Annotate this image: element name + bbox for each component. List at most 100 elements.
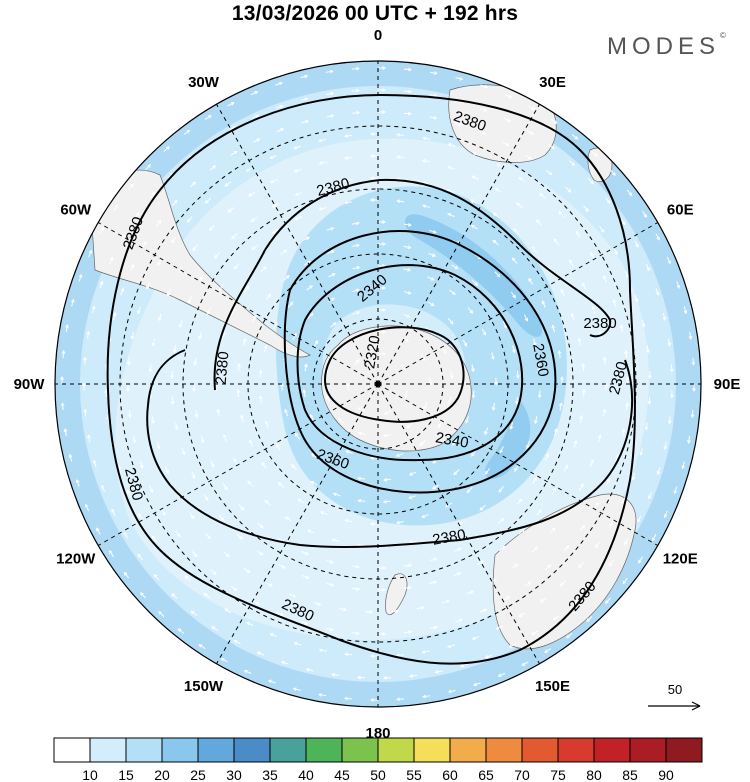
wind-vector <box>306 285 313 291</box>
wind-vector-head <box>585 208 589 212</box>
colorbar-tick-label: 55 <box>406 767 422 782</box>
wind-vector-head <box>470 224 475 229</box>
wind-vector <box>357 544 366 546</box>
wind-vector <box>674 486 678 494</box>
wind-vector-head <box>669 394 674 399</box>
colorbar-tick-label: 40 <box>298 767 314 782</box>
wind-vector <box>123 532 129 539</box>
wind-vector <box>179 320 183 328</box>
wind-vector-head <box>690 414 695 419</box>
wind-vector <box>383 500 391 503</box>
wind-vector <box>344 697 352 700</box>
wind-vector-head <box>446 644 451 649</box>
wind-vector <box>429 377 431 385</box>
wind-vector-head <box>396 199 401 204</box>
wind-vector <box>503 117 511 122</box>
wind-vector <box>540 597 547 603</box>
wind-vector-head <box>438 424 442 428</box>
wind-vector <box>646 345 649 353</box>
wind-vector-head <box>590 252 594 256</box>
wind-vector <box>625 350 628 358</box>
wind-vector <box>346 383 350 391</box>
wind-vector-head <box>294 216 299 221</box>
wind-vector <box>131 331 134 339</box>
wind-vector <box>448 689 456 693</box>
wind-vector-head <box>444 503 449 508</box>
wind-vector <box>325 70 333 73</box>
wind-vector-head <box>407 245 412 250</box>
wind-vector <box>397 698 405 700</box>
wind-vector <box>524 581 531 587</box>
wind-vector <box>451 264 458 270</box>
wind-vector-head <box>382 330 387 334</box>
wind-vector <box>238 504 244 511</box>
wind-vector <box>447 644 455 648</box>
wind-vector-head <box>344 652 349 657</box>
wind-vector-head <box>647 401 652 405</box>
wind-vector <box>172 200 178 207</box>
wind-vector <box>516 396 518 404</box>
wind-vector-head <box>447 165 452 170</box>
wind-vector-head <box>214 255 218 259</box>
wind-vector <box>78 274 82 282</box>
wind-vector-head <box>148 368 153 373</box>
wind-vector-head <box>293 641 298 646</box>
wind-vector-head <box>602 274 607 279</box>
wind-vector-head <box>165 470 169 475</box>
wind-vector <box>173 345 177 353</box>
wind-vector <box>626 403 628 411</box>
wind-vector <box>432 484 440 490</box>
wind-vector-head <box>85 503 89 508</box>
wind-vector <box>582 282 586 290</box>
wind-vector-head <box>331 273 336 277</box>
wind-vector-head <box>495 626 500 630</box>
wind-vector <box>260 266 267 273</box>
wind-vector-head <box>369 698 374 702</box>
wind-vector <box>326 92 334 96</box>
wind-vector <box>291 464 298 471</box>
wind-vector-head <box>646 349 650 354</box>
wind-vector <box>263 345 267 353</box>
wind-vector <box>573 440 577 448</box>
wind-vector-head <box>602 356 607 361</box>
wind-vector-head <box>233 265 238 270</box>
wind-vector-head <box>447 213 452 217</box>
wind-vector-head <box>446 189 451 193</box>
wind-vector <box>345 519 353 523</box>
wind-vector-head <box>198 335 202 340</box>
wind-vector-head <box>171 593 176 597</box>
wind-vector-head <box>451 442 456 446</box>
wind-vector <box>471 364 474 372</box>
wind-vector-head <box>539 599 544 603</box>
wind-vector-head <box>537 394 542 399</box>
wind-vector-head <box>158 611 162 615</box>
wind-vector <box>217 409 220 417</box>
wind-vector-head <box>408 495 413 500</box>
wind-vector-head <box>304 363 308 368</box>
wind-vector-head <box>245 285 250 290</box>
wind-vector <box>319 183 327 187</box>
wind-vector-head <box>120 287 125 292</box>
wind-vector-head <box>574 135 579 140</box>
meridian-line <box>98 222 379 385</box>
wind-vector-head <box>683 310 688 315</box>
wind-vector-head <box>496 163 500 167</box>
wind-vector <box>682 461 685 469</box>
wind-vector-head <box>343 696 348 701</box>
wind-vector-head <box>233 587 238 591</box>
colorbar-swatch <box>413 737 451 763</box>
wind-vector-head <box>570 312 575 317</box>
wind-vector-head <box>484 84 489 89</box>
wind-vector-head <box>639 451 644 456</box>
wind-vector <box>247 480 253 487</box>
wind-vector-head <box>545 453 549 458</box>
wind-vector-head <box>449 375 454 380</box>
wind-vector <box>120 288 124 296</box>
wind-vector-head <box>127 361 131 366</box>
brand-copyright-mark: © <box>720 31 726 40</box>
wind-vector-head <box>518 177 523 181</box>
wind-vector <box>536 509 542 516</box>
wind-vector <box>128 357 130 365</box>
wind-vector <box>62 350 65 358</box>
wind-vector <box>438 420 443 428</box>
